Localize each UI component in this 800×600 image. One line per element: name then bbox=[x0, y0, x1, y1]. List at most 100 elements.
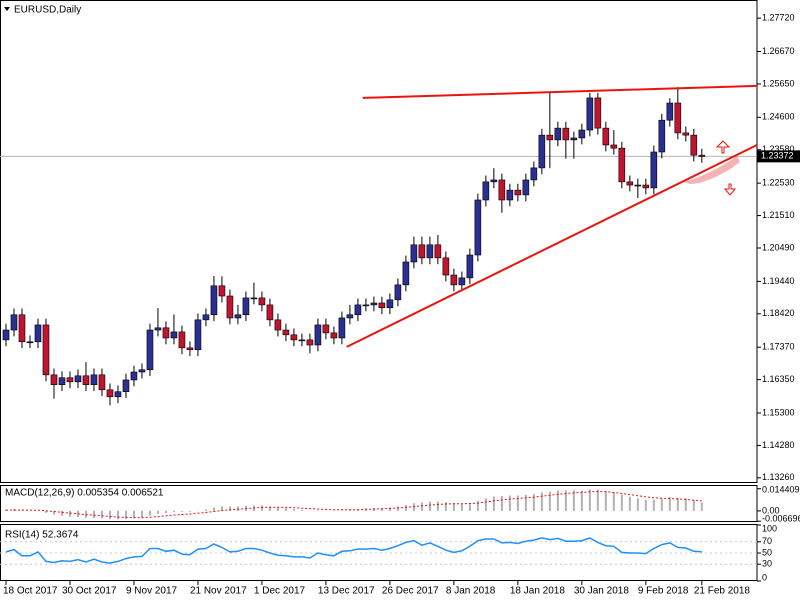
x-tick-label: 18 Oct 2017 bbox=[3, 586, 58, 597]
candle-body bbox=[82, 375, 90, 386]
candle-body bbox=[370, 302, 378, 306]
candle-body bbox=[202, 314, 210, 321]
candle-body bbox=[530, 167, 538, 181]
candle-body bbox=[42, 324, 50, 376]
x-tick-label: 21 Nov 2017 bbox=[190, 586, 247, 597]
y-tick-label: 1.23580 bbox=[762, 144, 795, 154]
candle-body bbox=[378, 302, 386, 309]
candle-body bbox=[402, 261, 410, 286]
y-tick-label: 100 bbox=[762, 523, 777, 533]
x-tick-label: 9 Nov 2017 bbox=[126, 586, 178, 597]
y-tick-label: 0 bbox=[762, 572, 767, 582]
candle-body bbox=[354, 304, 362, 316]
candle-body bbox=[490, 179, 498, 183]
trendline bbox=[362, 84, 758, 99]
candle-body bbox=[194, 319, 202, 351]
candle-body bbox=[466, 254, 474, 279]
y-tick-label: 1.22530 bbox=[762, 178, 795, 188]
candle-body bbox=[658, 119, 666, 153]
candle-body bbox=[90, 374, 98, 386]
menu-arrow bbox=[4, 7, 10, 11]
y-tick-label: 1.17370 bbox=[762, 342, 795, 352]
candle-body bbox=[282, 329, 290, 336]
y-tick-label: 1.26670 bbox=[762, 46, 795, 56]
candle-body bbox=[698, 154, 706, 157]
candle-body bbox=[306, 339, 314, 346]
candle-body bbox=[122, 379, 130, 393]
projection-area bbox=[683, 156, 740, 184]
candle-body bbox=[418, 244, 426, 259]
candle-body bbox=[410, 244, 418, 263]
x-tick-label: 18 Jan 2018 bbox=[510, 586, 565, 597]
candle-body bbox=[338, 317, 346, 339]
candle-body bbox=[594, 97, 602, 129]
candle-body bbox=[114, 391, 122, 398]
candle-body bbox=[298, 339, 306, 342]
candle-body bbox=[626, 181, 634, 186]
candle-body bbox=[618, 147, 626, 183]
candle-body bbox=[66, 377, 74, 383]
candle-body bbox=[426, 244, 434, 259]
x-tick-label: 1 Dec 2017 bbox=[254, 586, 306, 597]
candle-body bbox=[170, 331, 178, 339]
y-tick-label: 1.13260 bbox=[762, 472, 795, 482]
candle-body bbox=[186, 347, 194, 351]
y-tick-label: 1.18420 bbox=[762, 308, 795, 318]
candle-body bbox=[586, 97, 594, 131]
last-price-box bbox=[757, 150, 800, 163]
candle-body bbox=[266, 304, 274, 321]
candle-body bbox=[562, 127, 570, 141]
trendline bbox=[346, 144, 758, 348]
candle-body bbox=[690, 134, 698, 156]
candle-body bbox=[514, 189, 522, 196]
chart-title: EURUSD,Daily bbox=[14, 5, 81, 16]
y-tick-label: 1.27720 bbox=[762, 12, 795, 22]
plot-layer: 1.27720 1.26670 1.25650 1.24600 1.23580 1.225… bbox=[0, 12, 800, 597]
candle-body bbox=[106, 389, 114, 398]
y-tick-label: 1.25650 bbox=[762, 78, 795, 88]
y-tick-label: 50 bbox=[762, 547, 772, 557]
candle-body bbox=[154, 327, 162, 331]
candle-body bbox=[482, 181, 490, 201]
candle-body bbox=[314, 324, 322, 346]
macd-panel bbox=[0, 485, 758, 522]
candle-body bbox=[674, 102, 682, 134]
y-tick-label: -0.006696 bbox=[762, 513, 800, 523]
candle-body bbox=[138, 369, 146, 373]
candle-body bbox=[634, 184, 642, 187]
candle-body bbox=[346, 314, 354, 319]
candle-body bbox=[58, 377, 66, 386]
candle-body bbox=[442, 257, 450, 276]
y-tick-label: 1.14280 bbox=[762, 440, 795, 450]
x-tick-label: 8 Jan 2018 bbox=[446, 586, 496, 597]
candle-body bbox=[458, 277, 466, 286]
candle-body bbox=[650, 151, 658, 189]
y-tick-label: 1.15300 bbox=[762, 407, 795, 417]
candle-body bbox=[242, 297, 250, 316]
candle-body bbox=[226, 295, 234, 319]
candle-body bbox=[602, 127, 610, 146]
x-tick-label: 13 Dec 2017 bbox=[318, 586, 375, 597]
candle-body bbox=[130, 371, 138, 381]
candle-body bbox=[274, 319, 282, 331]
y-tick-label: 1.21510 bbox=[762, 210, 795, 220]
candle-body bbox=[642, 184, 650, 189]
candle-body bbox=[74, 375, 82, 383]
y-tick-label: 0.014409 bbox=[762, 484, 800, 494]
y-tick-label: 70 bbox=[762, 536, 772, 546]
y-tick-label: 1.20490 bbox=[762, 242, 795, 252]
candle-body bbox=[234, 314, 242, 319]
candle-body bbox=[538, 134, 546, 169]
y-tick-label: 1.19440 bbox=[762, 276, 795, 286]
rsi-label: RSI(14) 52.3674 bbox=[5, 530, 79, 541]
candle-body bbox=[34, 324, 42, 343]
x-tick-label: 9 Feb 2018 bbox=[638, 586, 689, 597]
x-tick-label: 21 Feb 2018 bbox=[694, 586, 751, 597]
candle-body bbox=[554, 127, 562, 141]
down-arrow bbox=[723, 183, 737, 196]
candle-body bbox=[546, 134, 554, 141]
y-tick-label: 30 bbox=[762, 559, 772, 569]
candle-body bbox=[258, 297, 266, 306]
x-tick-label: 26 Dec 2017 bbox=[382, 586, 439, 597]
